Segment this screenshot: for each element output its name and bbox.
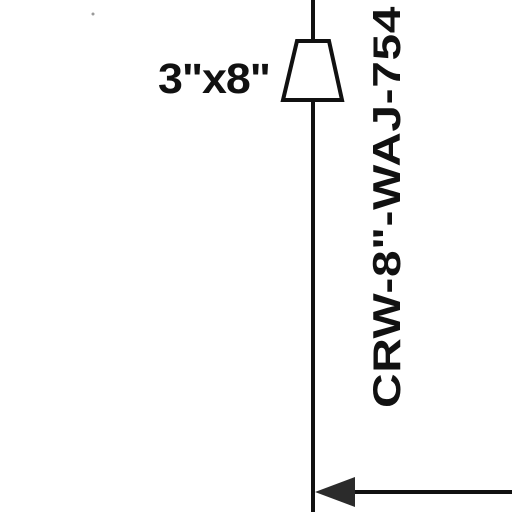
reducer-size-label: 3"x8"	[158, 55, 270, 103]
scan-speck	[91, 12, 95, 16]
flow-arrow-icon	[315, 477, 355, 507]
reducer-symbol	[280, 39, 345, 102]
line-number-label: CRW-8"-WAJ-754	[366, 6, 409, 408]
